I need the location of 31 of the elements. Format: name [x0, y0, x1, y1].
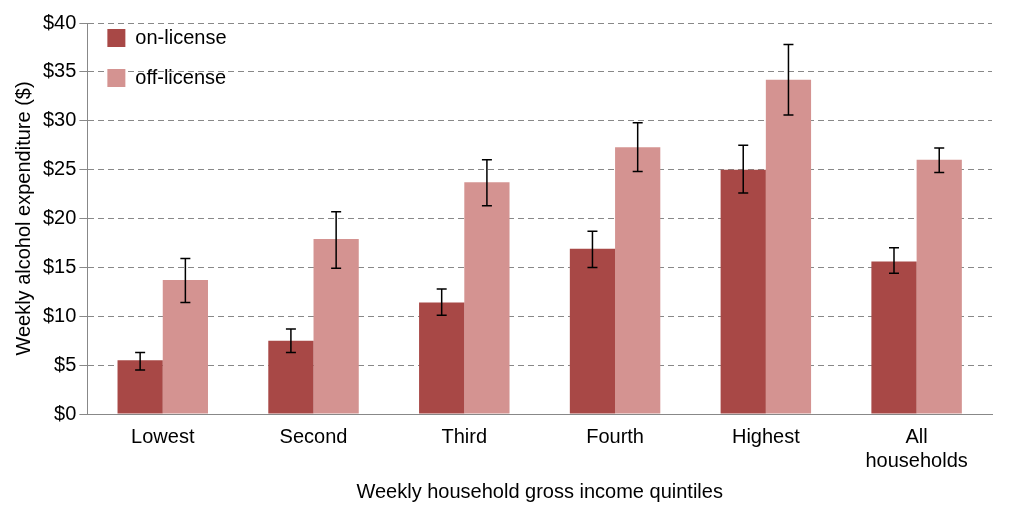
- y-axis-title: Weekly alcohol expenditure ($): [11, 81, 34, 356]
- bar: [117, 360, 163, 414]
- y-tick-label: $25: [42, 157, 77, 180]
- x-tick-label: Second: [279, 424, 348, 447]
- bar: [569, 248, 616, 414]
- y-tick-label: $40: [42, 10, 77, 33]
- bar: [615, 147, 661, 414]
- x-tick-label: Third: [441, 424, 488, 447]
- bar: [268, 340, 314, 414]
- x-tick-label: All households: [865, 424, 968, 471]
- y-tick-label: $20: [42, 206, 77, 229]
- x-tick-label: Lowest: [131, 424, 195, 447]
- x-tick-label: Highest: [731, 424, 801, 447]
- bar: [162, 280, 208, 414]
- x-axis-title: Weekly household gross income quintiles: [356, 479, 723, 502]
- y-tick-label: $10: [42, 303, 77, 326]
- bar: [720, 169, 766, 414]
- x-tick-label: Fourth: [586, 424, 644, 447]
- bar: [464, 182, 510, 414]
- bar: [916, 159, 962, 414]
- bar: [313, 239, 359, 414]
- y-tick-label: $5: [54, 352, 77, 375]
- legend-label: off-license: [135, 65, 227, 88]
- bar: [419, 302, 465, 414]
- bar: [765, 79, 812, 414]
- legend-label: on-license: [135, 25, 227, 48]
- y-tick-label: $35: [42, 59, 77, 82]
- y-tick-label: $0: [54, 401, 77, 424]
- bar: [871, 261, 917, 414]
- y-tick-label: $15: [42, 254, 77, 277]
- y-tick-label: $30: [42, 108, 77, 131]
